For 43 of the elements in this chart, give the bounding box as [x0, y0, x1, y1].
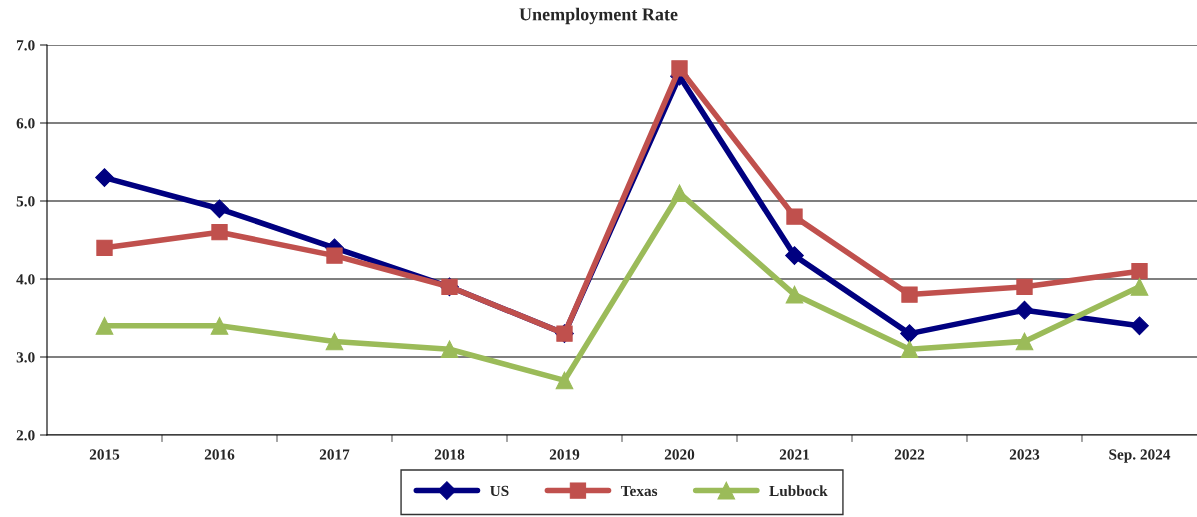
- legend-label: Texas: [620, 485, 658, 497]
- point: [325, 332, 344, 351]
- y-tick-label: 6.0: [16, 118, 35, 129]
- point: [1015, 332, 1034, 351]
- point: [555, 371, 574, 390]
- point: [1015, 300, 1034, 320]
- x-tick-label: 2018: [434, 449, 465, 460]
- y-tick-label: 5.0: [16, 196, 35, 207]
- point: [211, 224, 228, 241]
- point: [785, 246, 804, 265]
- legend-label: US: [490, 485, 509, 497]
- point: [785, 285, 804, 304]
- point: [786, 208, 803, 225]
- x-tick-label: 2019: [549, 449, 580, 460]
- point: [210, 199, 229, 219]
- x-tick-label: 2017: [319, 449, 350, 460]
- x-tick-label: 2023: [1009, 449, 1040, 460]
- point: [326, 247, 343, 264]
- point: [95, 168, 114, 187]
- x-tick-label: 2021: [779, 449, 809, 460]
- point: [1131, 263, 1148, 280]
- point: [900, 340, 919, 359]
- x-tick-label: 2016: [204, 449, 235, 460]
- point: [95, 316, 114, 335]
- y-tick-label: 3.0: [16, 352, 35, 363]
- point: [671, 60, 688, 77]
- x-tick-label: Sep. 2024: [1109, 449, 1171, 463]
- y-tick-label: 7.0: [16, 40, 35, 51]
- legend-label: Lubbock: [769, 485, 828, 497]
- x-tick-label: 2015: [89, 449, 120, 460]
- point: [96, 239, 113, 256]
- x-tick-label: 2020: [664, 449, 695, 460]
- y-tick-label: 2.0: [16, 430, 35, 441]
- point: [210, 316, 229, 335]
- x-tick-label: 2022: [894, 449, 925, 460]
- point: [900, 324, 919, 343]
- chart-title: Unemployment Rate: [519, 7, 678, 25]
- point: [901, 286, 918, 303]
- point: [1016, 278, 1033, 295]
- point: [1130, 277, 1149, 296]
- point: [1130, 316, 1149, 336]
- y-tick-label: 4.0: [16, 274, 35, 285]
- point: [440, 340, 459, 359]
